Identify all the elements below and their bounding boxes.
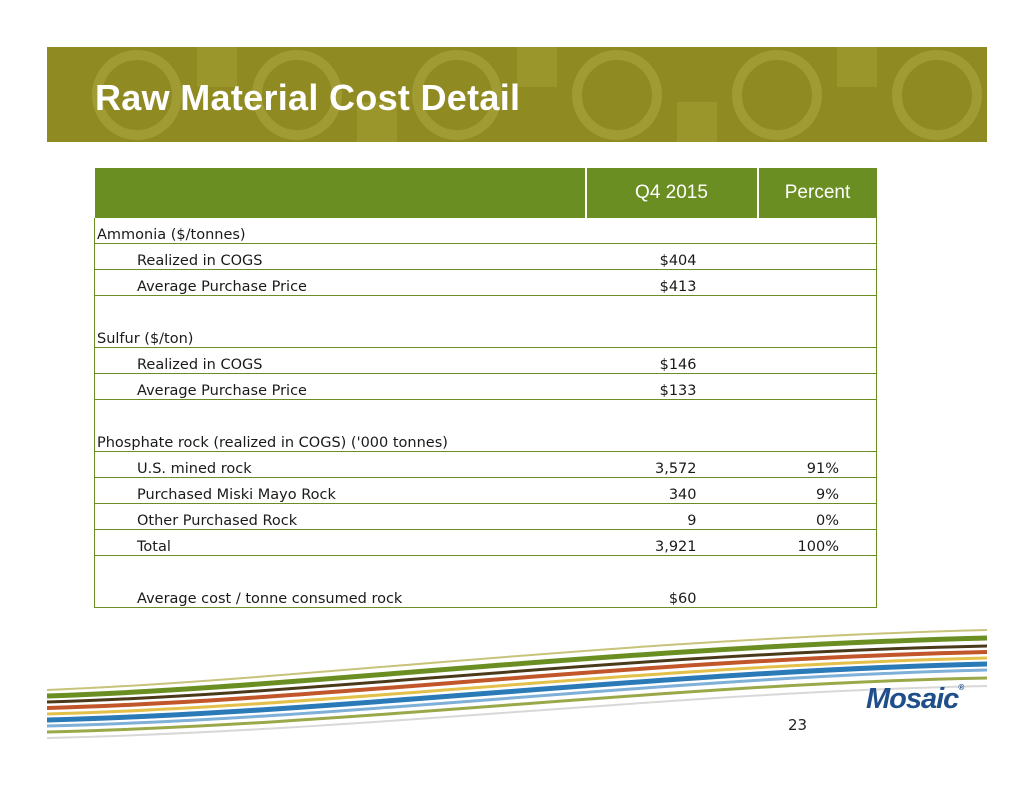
row-label: Other Purchased Rock bbox=[94, 503, 586, 530]
registered-mark: ® bbox=[958, 683, 964, 692]
table-row: Sulfur ($/ton) bbox=[94, 295, 877, 348]
logo-text: Mosaic bbox=[866, 683, 959, 715]
decorative-waves bbox=[46, 629, 988, 739]
row-value bbox=[585, 218, 758, 244]
row-label: Average Purchase Price bbox=[94, 269, 586, 296]
table-row: Average Purchase Price $133 bbox=[94, 373, 877, 400]
table-row: Other Purchased Rock 9 0% bbox=[94, 503, 877, 530]
row-percent: 100% bbox=[757, 529, 877, 556]
header-blank bbox=[94, 168, 586, 218]
table-row: Phosphate rock (realized in COGS) ('000 … bbox=[94, 399, 877, 452]
table-row: Ammonia ($/tonnes) bbox=[94, 218, 877, 244]
row-value: 3,572 bbox=[585, 451, 758, 478]
row-value: 3,921 bbox=[585, 529, 758, 556]
table-row: Purchased Miski Mayo Rock 340 9% bbox=[94, 477, 877, 504]
row-label: Phosphate rock (realized in COGS) ('000 … bbox=[94, 399, 586, 452]
row-label: Realized in COGS bbox=[94, 347, 586, 374]
row-percent bbox=[757, 555, 877, 608]
row-value: $146 bbox=[585, 347, 758, 374]
table-row: Realized in COGS $146 bbox=[94, 347, 877, 374]
header-percent: Percent bbox=[756, 168, 877, 218]
mosaic-logo: Mosaic® bbox=[866, 683, 964, 716]
cost-table: Q4 2015 Percent Ammonia ($/tonnes) Reali… bbox=[94, 168, 877, 608]
table-row: Total 3,921 100% bbox=[94, 529, 877, 556]
row-label: Ammonia ($/tonnes) bbox=[94, 218, 586, 244]
row-percent bbox=[757, 269, 877, 296]
row-value: $60 bbox=[585, 555, 758, 608]
table-row: Average cost / tonne consumed rock $60 bbox=[94, 555, 877, 608]
table-row: U.S. mined rock 3,572 91% bbox=[94, 451, 877, 478]
page-title: Raw Material Cost Detail bbox=[95, 77, 521, 118]
row-label: U.S. mined rock bbox=[94, 451, 586, 478]
row-value: 9 bbox=[585, 503, 758, 530]
row-value bbox=[585, 399, 758, 452]
row-label: Total bbox=[94, 529, 586, 556]
row-percent bbox=[757, 218, 877, 244]
header-q4-2015: Q4 2015 bbox=[584, 168, 758, 218]
row-percent: 91% bbox=[757, 451, 877, 478]
row-percent bbox=[757, 347, 877, 374]
row-percent bbox=[757, 373, 877, 400]
row-value: $404 bbox=[585, 243, 758, 270]
row-percent bbox=[757, 295, 877, 348]
row-label: Realized in COGS bbox=[94, 243, 586, 270]
row-value: $133 bbox=[585, 373, 758, 400]
row-percent bbox=[757, 399, 877, 452]
row-label: Purchased Miski Mayo Rock bbox=[94, 477, 586, 504]
row-percent: 0% bbox=[757, 503, 877, 530]
row-percent bbox=[757, 243, 877, 270]
row-label: Average cost / tonne consumed rock bbox=[94, 555, 586, 608]
page-number: 23 bbox=[788, 716, 808, 734]
table-row: Realized in COGS $404 bbox=[94, 243, 877, 270]
table-row: Average Purchase Price $413 bbox=[94, 269, 877, 296]
title-banner: Raw Material Cost Detail bbox=[47, 47, 987, 142]
row-value bbox=[585, 295, 758, 348]
row-value: $413 bbox=[585, 269, 758, 296]
banner-pattern bbox=[92, 47, 982, 142]
row-percent: 9% bbox=[757, 477, 877, 504]
row-label: Average Purchase Price bbox=[94, 373, 586, 400]
table-header-row: Q4 2015 Percent bbox=[94, 168, 877, 218]
row-label: Sulfur ($/ton) bbox=[94, 295, 586, 348]
row-value: 340 bbox=[585, 477, 758, 504]
